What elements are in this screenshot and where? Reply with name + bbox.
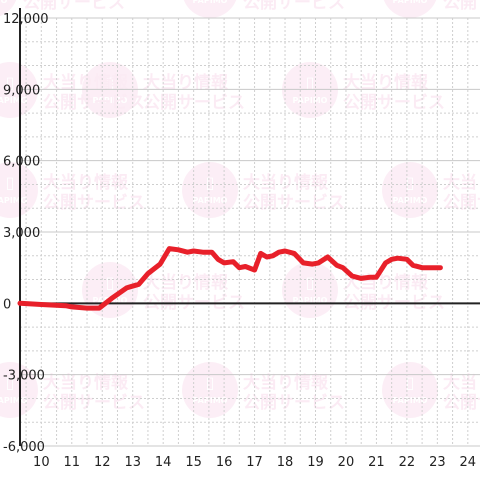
x-tick-label: 14: [155, 455, 172, 470]
watermark-logo-circle: [0, 162, 38, 218]
watermark-brand: PAPIMO: [0, 196, 28, 205]
watermark-brand: PAPIMO: [93, 96, 128, 105]
watermark-brand: PAPIMO: [0, 0, 8, 5]
watermark-line2: 公開サービス: [243, 193, 345, 213]
watermark-line1: 大当り情報: [343, 72, 429, 93]
watermark-line2: 公開サービス: [443, 193, 480, 213]
watermark-brand: PAPIMO: [193, 0, 228, 5]
watermark-logo-glyph: ▯: [306, 73, 315, 92]
watermark-logo-circle: [0, 62, 38, 118]
axes: [19, 8, 480, 446]
watermark-logo-glyph: ▯: [6, 173, 15, 192]
watermark-logo-circle: [182, 362, 238, 418]
watermark-line1: 大当り情報: [443, 172, 480, 193]
watermark-brand: PAPIMO: [0, 96, 28, 105]
y-tick-label: -6,000: [3, 440, 45, 455]
watermark-line2: 公開サービス: [343, 93, 445, 113]
watermark-line1: 大当り情報: [243, 372, 329, 393]
watermark-logo-circle: [82, 62, 138, 118]
y-tick-label: 3,000: [3, 226, 40, 241]
watermark-logo-glyph: ▯: [6, 73, 15, 92]
watermark-logo-circle: [0, 362, 38, 418]
y-tick-label: 12,000: [3, 12, 49, 27]
watermark-logo-glyph: ▯: [306, 273, 315, 292]
x-tick-label: 20: [338, 455, 355, 470]
watermark-brand: PAPIMO: [393, 0, 428, 5]
x-tick-label: 13: [124, 455, 141, 470]
watermark-brand: PAPIMO: [393, 396, 428, 405]
watermark-logo-glyph: ▯: [206, 373, 215, 392]
watermark-logo-circle: [183, 0, 237, 18]
watermark-logo-glyph: ▯: [406, 373, 415, 392]
x-tick-label: 17: [246, 455, 263, 470]
watermark-brand: PAPIMO: [193, 196, 228, 205]
y-tick-label: -3,000: [3, 369, 45, 384]
watermark-logo-glyph: ▯: [206, 173, 215, 192]
watermark-line2: 公開サービス: [243, 393, 345, 413]
x-tick-label: 10: [33, 455, 50, 470]
watermark-logo-circle: [182, 162, 238, 218]
x-tick-label: 11: [64, 455, 81, 470]
watermark-logo-circle: [382, 162, 438, 218]
watermark-line1: 大当り情報: [143, 72, 229, 93]
watermark-line2: 公開サービス: [43, 193, 145, 213]
watermark-line2: 公開サービス: [443, 0, 480, 13]
x-tick-label: 18: [277, 455, 294, 470]
watermark-logo-glyph: ▯: [406, 173, 415, 192]
watermark-line1: 大当り情報: [43, 372, 129, 393]
x-tick-label: 21: [368, 455, 385, 470]
watermark-brand: PAPIMO: [293, 296, 328, 305]
y-tick-label: 9,000: [3, 83, 40, 98]
x-tick-label: 22: [399, 455, 416, 470]
x-tick-label: 16: [216, 455, 233, 470]
watermark-line2: 公開サービス: [23, 0, 125, 13]
watermark-logo-circle: [382, 362, 438, 418]
watermark-logo-circle: [383, 0, 437, 18]
watermark-line2: 公開サービス: [43, 93, 145, 113]
x-tick-label: 15: [185, 455, 202, 470]
x-tick-label: 24: [460, 455, 477, 470]
watermark-logo-glyph: ▯: [6, 373, 15, 392]
x-tick-label: 23: [429, 455, 446, 470]
watermark-logo-circle: [282, 62, 338, 118]
watermark-layer: ▯PAPIMO大当り情報公開サービス▯PAPIMO大当り情報公開サービス▯PAP…: [0, 0, 480, 418]
x-tick-label: 12: [94, 455, 111, 470]
watermark-line2: 公開サービス: [443, 393, 480, 413]
watermark-logo-glyph: ▯: [106, 273, 115, 292]
watermark-brand: PAPIMO: [0, 396, 28, 405]
watermark-logo-circle: [0, 0, 17, 17]
watermark-line2: 公開サービス: [243, 0, 345, 13]
watermark-logo-glyph: ▯: [106, 73, 115, 92]
watermark-line1: 大当り情報: [143, 272, 229, 293]
x-tick-label: 19: [307, 455, 324, 470]
watermark-brand: PAPIMO: [393, 196, 428, 205]
watermark-brand: PAPIMO: [193, 396, 228, 405]
y-tick-label: 0: [3, 297, 11, 312]
watermark-line1: 大当り情報: [43, 172, 129, 193]
watermark-line2: 公開サービス: [43, 393, 145, 413]
tick-labels: -6,000 -3,000 0 3,000 6,000 9,000 12,000 10 11 12…: [3, 12, 476, 470]
series-layer: [17, 246, 443, 311]
watermark-line1: 大当り情報: [43, 72, 129, 93]
y-tick-label: 6,000: [3, 155, 40, 170]
watermark-line1: 大当り情報: [243, 172, 329, 193]
watermark-brand: PAPIMO: [293, 96, 328, 105]
